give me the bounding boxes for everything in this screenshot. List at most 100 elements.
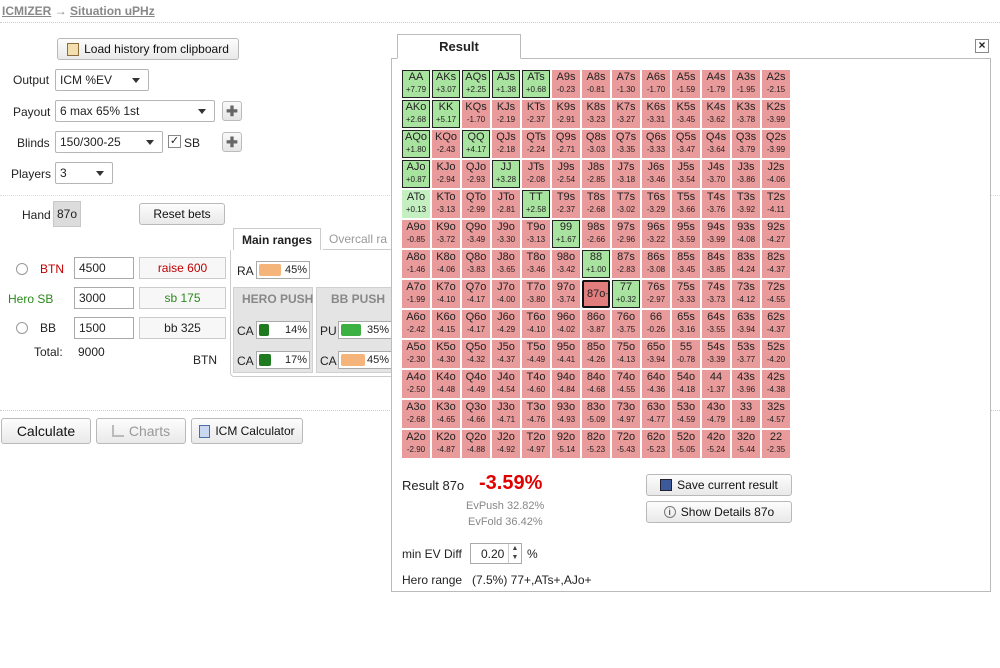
hand-cell[interactable]: T4o -4.60 [522, 370, 550, 398]
hand-cell[interactable]: A5o -2.30 [402, 340, 430, 368]
hand-cell[interactable]: K8o -4.06 [432, 250, 460, 278]
hand-cell[interactable]: J5o -4.37 [492, 340, 520, 368]
hand-cell[interactable]: 87s -2.83 [612, 250, 640, 278]
hand-cell[interactable]: 84o -4.68 [582, 370, 610, 398]
ra-range-bar[interactable]: 45% [256, 261, 310, 279]
hand-cell[interactable]: 94s -3.99 [702, 220, 730, 248]
hand-cell[interactable]: K9o -3.72 [432, 220, 460, 248]
bb-push-ca-bar[interactable]: 45% [338, 351, 392, 369]
hand-cell[interactable]: Q7o -4.17 [462, 280, 490, 308]
hand-cell[interactable]: ATo +0.13 [402, 190, 430, 218]
hand-cell[interactable]: JJ +3.28 [492, 160, 520, 188]
hand-cell[interactable]: K2s -3.99 [762, 100, 790, 128]
hand-cell[interactable]: 95o -4.41 [552, 340, 580, 368]
hand-cell[interactable]: JTs -2.08 [522, 160, 550, 188]
hand-cell[interactable]: Q5s -3.47 [672, 130, 700, 158]
hand-cell[interactable]: 75s -3.33 [672, 280, 700, 308]
hand-cell[interactable]: 65s -3.16 [672, 310, 700, 338]
hand-cell[interactable]: 65o -3.94 [642, 340, 670, 368]
hand-cell[interactable]: T2s -4.11 [762, 190, 790, 218]
hand-cell[interactable]: K2o -4.87 [432, 430, 460, 458]
hand-cell[interactable]: 32s -4.57 [762, 400, 790, 428]
hand-cell[interactable]: 73o -4.97 [612, 400, 640, 428]
hand-cell[interactable]: 64s -3.55 [702, 310, 730, 338]
hand-cell[interactable]: 62o -5.23 [642, 430, 670, 458]
hand-cell[interactable]: 43s -3.96 [732, 370, 760, 398]
hand-cell[interactable]: 94o -4.84 [552, 370, 580, 398]
sb-stack-input[interactable]: 3000 [74, 287, 134, 309]
hero-push-ca2-bar[interactable]: 17% [256, 351, 310, 369]
hand-cell[interactable]: 93o -4.93 [552, 400, 580, 428]
hand-cell[interactable]: 97o -3.74 [552, 280, 580, 308]
hand-cell[interactable]: KJs -2.19 [492, 100, 520, 128]
hand-cell[interactable]: 82o -5.23 [582, 430, 610, 458]
spinner-arrows-icon[interactable]: ▲ ▼ [508, 544, 521, 563]
save-result-button[interactable]: Save current result [646, 474, 792, 496]
hand-cell[interactable]: 83o -5.09 [582, 400, 610, 428]
hand-cell[interactable]: QQ +4.17 [462, 130, 490, 158]
hand-cell[interactable]: 43o -4.79 [702, 400, 730, 428]
hand-cell[interactable]: AQo +1.80 [402, 130, 430, 158]
tab-result[interactable]: Result [397, 34, 521, 59]
hand-cell[interactable]: A8o -1.46 [402, 250, 430, 278]
sb-bet-box[interactable]: sb 175 [139, 287, 226, 309]
hand-cell[interactable]: K5s -3.45 [672, 100, 700, 128]
hand-cell[interactable]: 54s -3.39 [702, 340, 730, 368]
breadcrumb-current-link[interactable]: Situation uPHz [70, 4, 155, 18]
hand-cell[interactable]: Q2o -4.88 [462, 430, 490, 458]
hand-cell[interactable]: K7s -3.27 [612, 100, 640, 128]
hand-cell[interactable]: 85o -4.26 [582, 340, 610, 368]
hand-cell[interactable]: A8s -0.81 [582, 70, 610, 98]
hand-cell[interactable]: A2s -2.15 [762, 70, 790, 98]
hand-cell[interactable]: T9o -3.13 [522, 220, 550, 248]
hand-cell[interactable]: A3s -1.95 [732, 70, 760, 98]
hand-cell[interactable]: 74s -3.73 [702, 280, 730, 308]
btn-radio[interactable] [16, 263, 28, 275]
hand-cell[interactable]: 52o -5.05 [672, 430, 700, 458]
hand-cell[interactable]: K3s -3.78 [732, 100, 760, 128]
hand-cell[interactable]: 63o -4.77 [642, 400, 670, 428]
hand-cell[interactable]: 77 +0.32 [612, 280, 640, 308]
hand-cell[interactable]: Q3s -3.79 [732, 130, 760, 158]
hand-cell[interactable]: A4s -1.79 [702, 70, 730, 98]
hand-cell[interactable]: Q6s -3.33 [642, 130, 670, 158]
hand-cell[interactable]: T2o -4.97 [522, 430, 550, 458]
hand-cell[interactable]: J6s -3.46 [642, 160, 670, 188]
hand-cell[interactable]: 98s -2.66 [582, 220, 610, 248]
hand-cell[interactable]: 83s -4.24 [732, 250, 760, 278]
hand-cell[interactable]: T3o -4.76 [522, 400, 550, 428]
hand-cell[interactable]: A6o -2.42 [402, 310, 430, 338]
hand-cell[interactable]: J6o -4.29 [492, 310, 520, 338]
hand-cell[interactable]: T8s -2.68 [582, 190, 610, 218]
add-payout-button[interactable]: ✚ [222, 101, 242, 121]
hand-cell[interactable]: 42s -4.38 [762, 370, 790, 398]
hand-cell[interactable]: Q8o -3.83 [462, 250, 490, 278]
hand-cell[interactable]: QJo -2.93 [462, 160, 490, 188]
hero-push-ca1-bar[interactable]: 14% [256, 321, 310, 339]
hand-cell[interactable]: T8o -3.46 [522, 250, 550, 278]
hand-cell[interactable]: KK +5.17 [432, 100, 460, 128]
icm-calculator-button[interactable]: ICM Calculator [191, 418, 303, 444]
hand-cell[interactable]: Q9o -3.49 [462, 220, 490, 248]
hand-cell[interactable]: T6o -4.10 [522, 310, 550, 338]
calculate-button[interactable]: Calculate [1, 418, 91, 444]
hand-cell[interactable]: J2o -4.92 [492, 430, 520, 458]
close-icon[interactable]: × [975, 39, 989, 53]
bb-stack-input[interactable]: 1500 [74, 317, 134, 339]
hand-cell[interactable]: K5o -4.30 [432, 340, 460, 368]
hand-cell[interactable]: A7o -1.99 [402, 280, 430, 308]
hand-cell[interactable]: J3s -3.86 [732, 160, 760, 188]
hand-cell[interactable]: 42o -5.24 [702, 430, 730, 458]
hand-cell[interactable]: A2o -2.90 [402, 430, 430, 458]
hand-cell[interactable]: 76s -2.97 [642, 280, 670, 308]
hand-cell[interactable]: KJo -2.94 [432, 160, 460, 188]
hand-cell[interactable]: 64o -4.36 [642, 370, 670, 398]
hand-cell[interactable]: 92s -4.27 [762, 220, 790, 248]
hand-cell[interactable]: A5s -1.59 [672, 70, 700, 98]
btn-stack-input[interactable]: 4500 [74, 257, 134, 279]
hand-cell[interactable]: A3o -2.68 [402, 400, 430, 428]
hand-cell[interactable]: 33 -1.89 [732, 400, 760, 428]
hand-cell[interactable]: K7o -4.10 [432, 280, 460, 308]
hand-cell[interactable]: T6s -3.29 [642, 190, 670, 218]
hand-cell[interactable]: T7s -3.02 [612, 190, 640, 218]
